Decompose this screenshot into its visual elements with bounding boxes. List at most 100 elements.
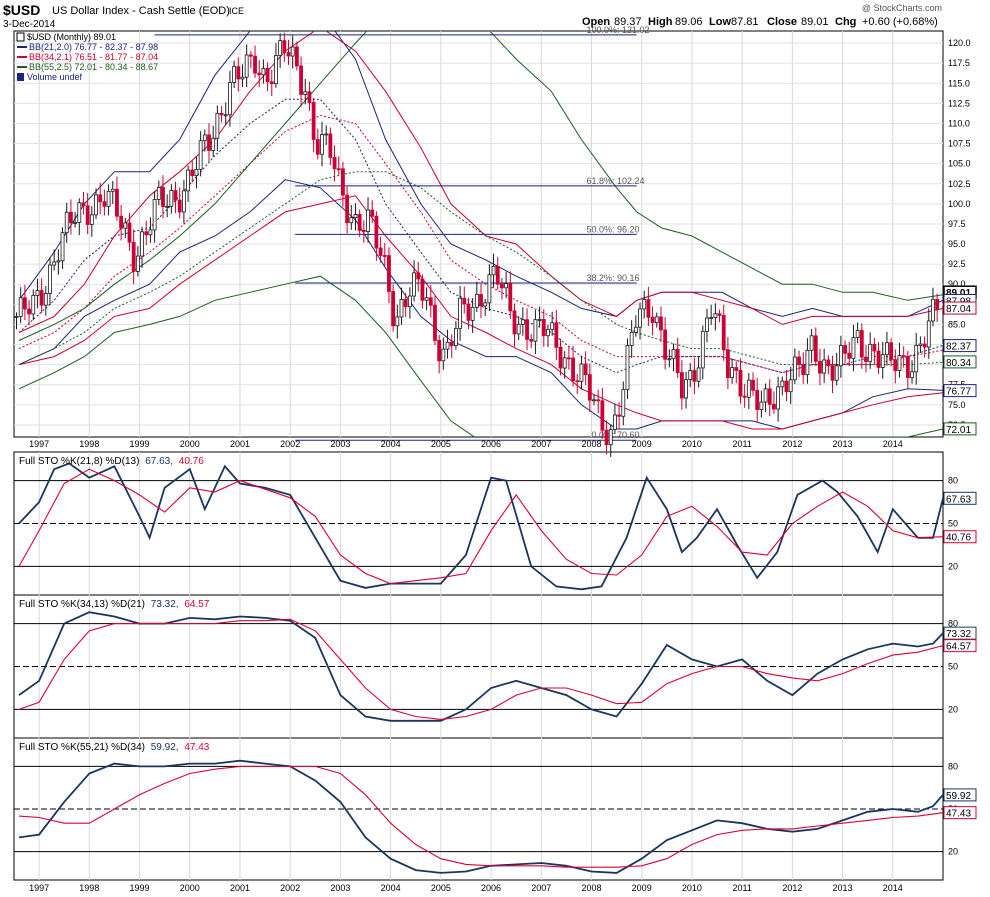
fib-label: 38.2%: 90.16 [586, 273, 639, 283]
bollinger-bb34-upper [18, 31, 943, 333]
candle-body [424, 297, 429, 301]
x-tick-label-bottom: 2014 [883, 883, 903, 893]
candle-body [859, 330, 864, 358]
candle-body [575, 380, 580, 383]
x-tick-label-bottom: 2006 [481, 883, 501, 893]
candle-body [868, 343, 873, 362]
sto-y-tick-label: 20 [948, 561, 958, 571]
candle-body [797, 356, 801, 365]
chg-value: +0.60 (+0.68%) [862, 16, 938, 28]
y-tick-label: 102.5 [948, 179, 971, 189]
candle-body [148, 229, 153, 236]
x-tick-label-top: 2008 [581, 439, 601, 449]
sto2-prefix: Full STO %K(34,13) %D(21) [19, 599, 145, 610]
candle-body [650, 316, 655, 324]
price-candles [14, 32, 940, 457]
candle-body [734, 367, 739, 371]
candle-body [190, 169, 195, 177]
sto-y-tick-label: 80 [948, 476, 958, 486]
candle-body [22, 297, 27, 310]
candle-body [336, 168, 341, 171]
sto-d-tag-box [943, 639, 977, 653]
x-tick-label-bottom: 2009 [632, 883, 652, 893]
y-tick-label: 117.5 [948, 58, 970, 68]
candle-body [378, 247, 383, 256]
candle-body [274, 55, 278, 85]
x-tick-label-bottom: 2005 [431, 883, 451, 893]
candle-body [395, 316, 400, 327]
candle-body [211, 137, 216, 151]
candle-body [717, 313, 722, 316]
bollinger-bb21-mid [18, 98, 943, 374]
fibonacci-lines: 100.0%: 121.02 61.8%: 102.24 50.0%: 96.20 3… [154, 25, 650, 441]
candle-body [901, 355, 906, 357]
price-tags: 67.6340.7673.3264.5759.9247.4389.0187.98… [943, 285, 977, 820]
price-legend: $USD (Monthly) 89.01 BB(21,2.0) 76.77 - … [16, 32, 158, 82]
chart-date: 3-Dec-2014 [3, 19, 56, 30]
candle-body [416, 272, 421, 280]
sto3-label: Full STO %K(55,21) %D(34) 59.92, 47.43 [19, 742, 210, 753]
candle-body [838, 345, 843, 367]
candle-body [922, 343, 927, 348]
candle-body [257, 72, 262, 76]
price-tag-box [943, 355, 977, 369]
candle-body [880, 354, 885, 368]
candle-body [889, 342, 894, 361]
close-value: 89.01 [801, 16, 829, 28]
candle-body [48, 264, 52, 294]
price-tag-text: 76.77 [946, 387, 971, 398]
candle-body [784, 380, 789, 393]
candle-body [228, 82, 232, 116]
candle-body [232, 66, 237, 83]
sto-k-line [18, 611, 944, 722]
candle-body [127, 222, 132, 243]
price-tag-box [943, 422, 977, 436]
candle-body [508, 283, 513, 312]
candle-body [433, 304, 437, 341]
candle-body [311, 102, 316, 140]
sto-y-tick-label: 80 [948, 761, 958, 771]
candle-body [633, 326, 638, 333]
candle-body [571, 357, 575, 382]
candle-body [608, 429, 613, 446]
price-tag-text: 72.01 [946, 425, 971, 436]
x-tick-label-bottom: 2002 [280, 883, 300, 893]
x-tick-label-top: 2014 [883, 439, 903, 449]
y-tick-label: 110.0 [948, 118, 970, 128]
candle-body [324, 133, 329, 136]
candle-body [801, 364, 806, 376]
sto2-d-value: 64.57 [184, 599, 209, 610]
candle-body [290, 46, 295, 57]
x-tick-label-bottom: 2010 [682, 883, 702, 893]
candle-body [207, 134, 211, 151]
price-panel-frame [13, 30, 944, 438]
candle-body [604, 429, 609, 446]
candle-body [625, 345, 630, 391]
candle-body [495, 265, 500, 285]
price-tag-text: 82.37 [946, 342, 971, 353]
bollinger-bb55-lower [18, 275, 943, 437]
x-tick-label-top: 2013 [833, 439, 853, 449]
legend-volume: Volume undef [27, 72, 83, 82]
sto-d-tag-text: 64.57 [946, 642, 971, 653]
price-tag-text: 80.34 [946, 358, 971, 369]
candle-body [303, 91, 308, 95]
sto-y-tick-label: 50 [948, 662, 958, 672]
sto-d-tag-box [943, 530, 977, 544]
candle-body [18, 297, 23, 317]
candle-body [696, 367, 701, 382]
sto-k-tag-text: 67.63 [946, 494, 971, 505]
y-tick-label: 90.0 [948, 279, 966, 289]
candle-body [156, 187, 161, 200]
candle-body [587, 374, 592, 401]
candle-body [617, 414, 622, 417]
candle-body [772, 403, 776, 410]
candle-body [341, 168, 345, 196]
x-tick-label-bottom: 2011 [732, 883, 751, 893]
candle-body [558, 346, 563, 369]
x-tick-label-top: 2006 [481, 439, 501, 449]
x-tick-label-bottom: 2003 [330, 883, 350, 893]
candle-body [864, 356, 868, 362]
candle-body [186, 169, 190, 192]
